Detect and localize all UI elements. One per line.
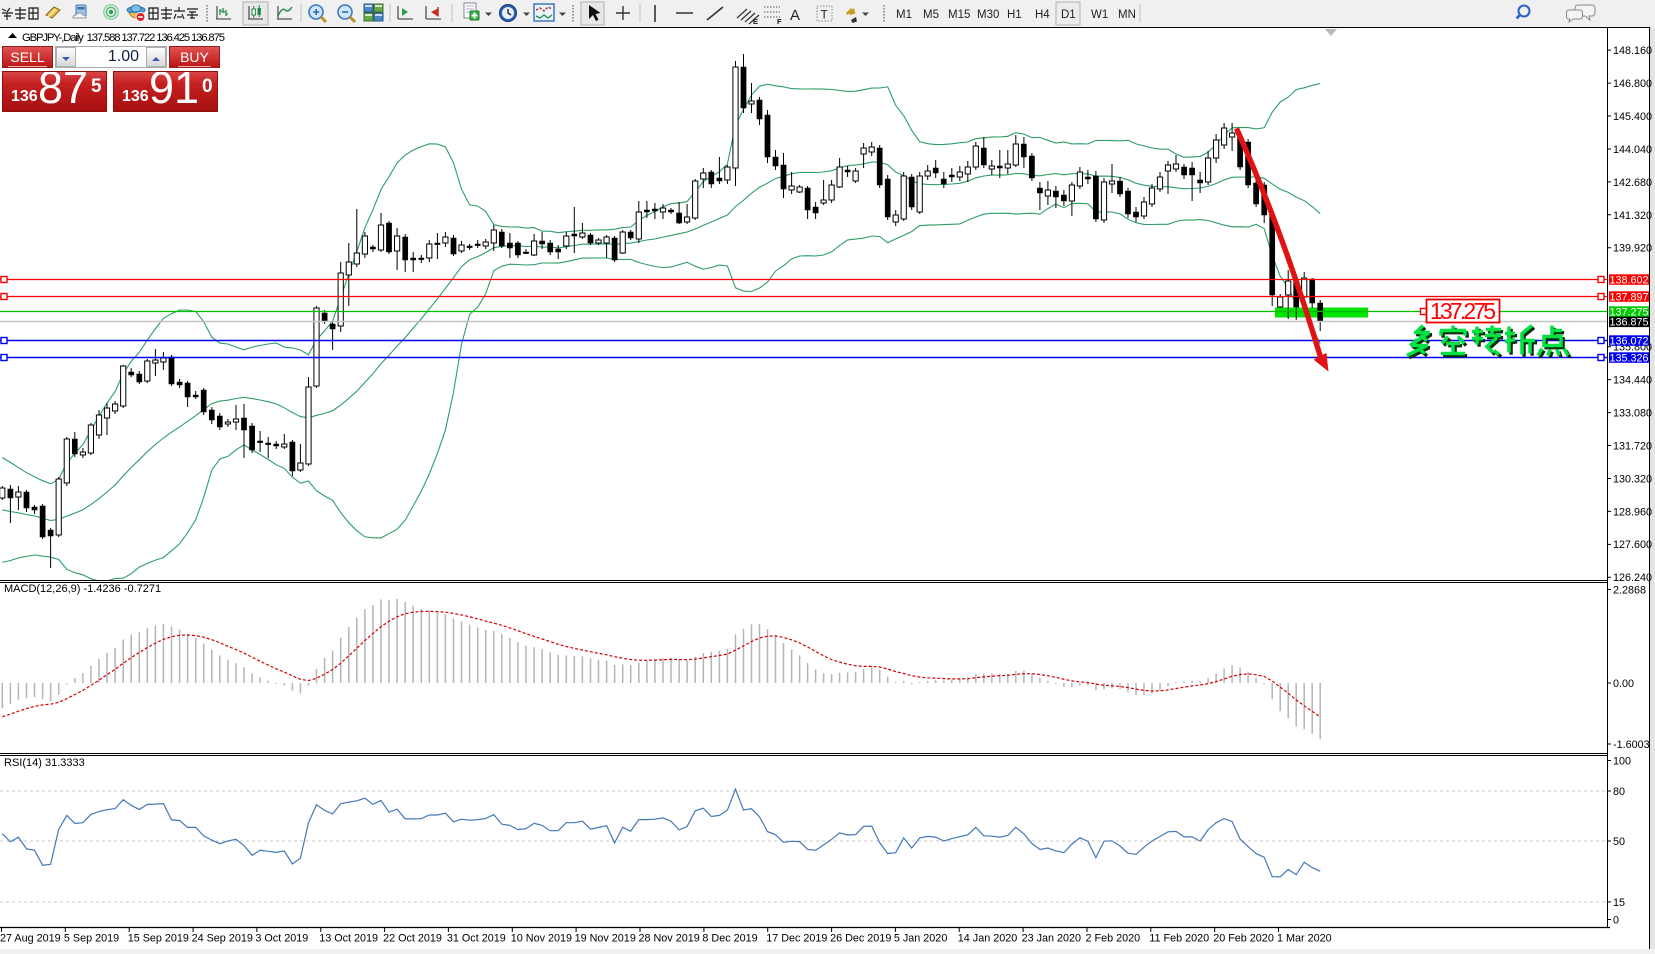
svg-text:80: 80 — [1613, 786, 1625, 798]
svg-text:100: 100 — [1613, 755, 1631, 767]
svg-text:148.160: 148.160 — [1613, 45, 1652, 57]
svg-text:0.00: 0.00 — [1613, 678, 1634, 690]
svg-text:19 Nov 2019: 19 Nov 2019 — [575, 933, 636, 945]
svg-text:127.600: 127.600 — [1613, 539, 1652, 551]
svg-text:2.2868: 2.2868 — [1613, 584, 1646, 596]
svg-text:20 Feb 2020: 20 Feb 2020 — [1213, 933, 1274, 945]
svg-text:137.275: 137.275 — [1430, 298, 1496, 324]
svg-text:D1: D1 — [1061, 9, 1076, 21]
svg-text:128.960: 128.960 — [1613, 506, 1652, 518]
svg-text:A: A — [790, 7, 800, 24]
svg-text:24 Sep 2019: 24 Sep 2019 — [192, 933, 253, 945]
svg-text:M30: M30 — [977, 9, 999, 21]
svg-text:137.897: 137.897 — [1609, 291, 1648, 303]
svg-text:138.602: 138.602 — [1609, 274, 1648, 286]
svg-text:145.400: 145.400 — [1613, 111, 1652, 123]
svg-text:0: 0 — [1613, 914, 1619, 926]
svg-text:MACD(12,26,9) -1.4236 -0.7271: MACD(12,26,9) -1.4236 -0.7271 — [4, 583, 161, 595]
svg-text:2 Feb 2020: 2 Feb 2020 — [1086, 933, 1141, 945]
svg-text:10 Nov 2019: 10 Nov 2019 — [511, 933, 572, 945]
svg-text:E: E — [753, 17, 758, 26]
svg-text:M5: M5 — [923, 9, 939, 21]
svg-text:136.875: 136.875 — [1609, 317, 1648, 329]
svg-text:-1.6003: -1.6003 — [1613, 739, 1650, 751]
svg-text:17 Dec 2019: 17 Dec 2019 — [766, 933, 827, 945]
svg-text:134.440: 134.440 — [1613, 375, 1652, 387]
svg-text:142.680: 142.680 — [1613, 177, 1652, 189]
svg-text:H1: H1 — [1007, 9, 1022, 21]
svg-text:31 Oct 2019: 31 Oct 2019 — [447, 933, 506, 945]
svg-text:133.080: 133.080 — [1613, 408, 1652, 420]
svg-text:5 Sep 2019: 5 Sep 2019 — [64, 933, 119, 945]
svg-text:137.275: 137.275 — [1609, 306, 1648, 318]
svg-text:126.240: 126.240 — [1613, 572, 1652, 584]
svg-text:RSI(14) 31.3333: RSI(14) 31.3333 — [4, 757, 85, 769]
svg-text:M1: M1 — [896, 9, 912, 21]
svg-text:W1: W1 — [1091, 9, 1108, 21]
svg-text:135.326: 135.326 — [1609, 352, 1648, 364]
svg-text:136.072: 136.072 — [1609, 335, 1648, 347]
svg-text:131.720: 131.720 — [1613, 440, 1652, 452]
svg-text:144.040: 144.040 — [1613, 144, 1652, 156]
svg-text:13 Oct 2019: 13 Oct 2019 — [319, 933, 378, 945]
svg-text:T: T — [821, 8, 829, 22]
svg-text:14 Jan 2020: 14 Jan 2020 — [958, 933, 1017, 945]
svg-text:15 Sep 2019: 15 Sep 2019 — [128, 933, 189, 945]
svg-text:130.320: 130.320 — [1613, 473, 1652, 485]
svg-text:F: F — [777, 17, 782, 26]
svg-text:23 Jan 2020: 23 Jan 2020 — [1022, 933, 1081, 945]
svg-text:141.320: 141.320 — [1613, 210, 1652, 222]
svg-text:1 Mar 2020: 1 Mar 2020 — [1277, 933, 1332, 945]
svg-text:27 Aug 2019: 27 Aug 2019 — [0, 933, 61, 945]
svg-text:3 Oct 2019: 3 Oct 2019 — [255, 933, 308, 945]
svg-text:5 Jan 2020: 5 Jan 2020 — [894, 933, 947, 945]
svg-text:11 Feb 2020: 11 Feb 2020 — [1149, 933, 1209, 945]
svg-text:139.920: 139.920 — [1613, 243, 1652, 255]
svg-text:GBPJPY-,Daily 137.588 137.722: GBPJPY-,Daily 137.588 137.722 136.425 13… — [22, 32, 225, 44]
svg-text:146.800: 146.800 — [1613, 78, 1652, 90]
svg-text:M15: M15 — [948, 9, 970, 21]
svg-text:H4: H4 — [1035, 9, 1050, 21]
svg-text:28 Nov 2019: 28 Nov 2019 — [639, 933, 700, 945]
svg-text:50: 50 — [1613, 836, 1625, 848]
svg-text:15: 15 — [1613, 897, 1625, 909]
svg-text:MN: MN — [1118, 9, 1136, 21]
svg-text:26 Dec 2019: 26 Dec 2019 — [830, 933, 891, 945]
svg-text:22 Oct 2019: 22 Oct 2019 — [383, 933, 442, 945]
svg-text:8 Dec 2019: 8 Dec 2019 — [702, 933, 757, 945]
